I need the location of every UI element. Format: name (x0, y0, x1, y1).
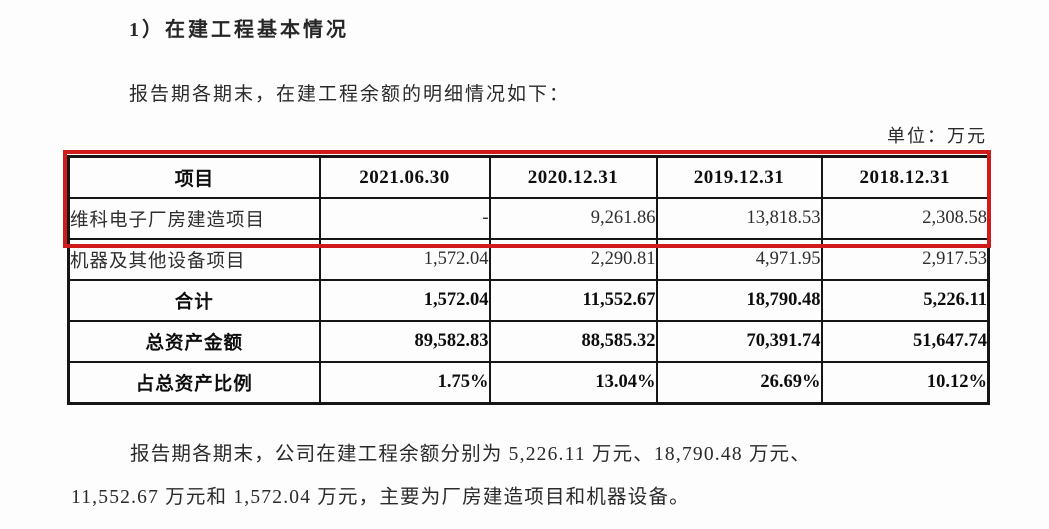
row-label: 维科电子厂房建造项目 (67, 197, 321, 240)
row-label: 合计 (67, 279, 321, 322)
cell-value-0-0: - (318, 197, 491, 240)
cell-value-0-1: 9,261.86 (488, 197, 658, 240)
cip-balance-table: 项目 2021.06.30 2020.12.31 2019.12.31 2018.12.… (67, 155, 990, 405)
section-heading: 1）在建工程基本情况 (129, 19, 349, 41)
cell-value-4-1: 13.04% (488, 361, 658, 405)
cell-value-1-0: 1,572.04 (318, 238, 491, 281)
cell-value-3-2: 70,391.74 (655, 320, 823, 363)
row-label: 总资产金额 (67, 320, 321, 363)
table-row-3: 总资产金额 89,582.83 88,585.32 70,391.74 51,647.7… (67, 320, 990, 363)
cell-value-1-2: 4,971.95 (655, 238, 823, 281)
cell-value-4-0: 1.75% (318, 361, 491, 405)
column-header-0: 项目 (67, 155, 321, 199)
cell-value-1-3: 2,917.53 (820, 238, 990, 281)
column-header-3: 2019.12.31 (655, 155, 823, 199)
intro-text: 报告期各期末，在建工程余额的明细情况如下： (129, 84, 571, 105)
cell-value-2-3: 5,226.11 (820, 279, 990, 322)
cell-value-3-1: 88,585.32 (488, 320, 658, 363)
footer-paragraph-line-2: 11,552.67 万元和 1,572.04 万元，主要为厂房建造项目和机器设备… (71, 487, 690, 508)
row-label: 机器及其他设备项目 (67, 238, 321, 281)
cell-value-1-1: 2,290.81 (488, 238, 658, 281)
column-header-4: 2018.12.31 (820, 155, 990, 199)
table-row-4: 占总资产比例 1.75% 13.04% 26.69% 10.12% (67, 361, 990, 405)
unit-label: 单位：万元 (887, 126, 987, 146)
cell-value-2-0: 1,572.04 (318, 279, 491, 322)
cell-value-3-3: 51,647.74 (820, 320, 990, 363)
cell-value-4-2: 26.69% (655, 361, 823, 405)
cell-value-3-0: 89,582.83 (318, 320, 491, 363)
table-row-1: 机器及其他设备项目 1,572.04 2,290.81 4,971.95 2,917.5… (67, 238, 990, 281)
column-header-1: 2021.06.30 (318, 155, 491, 199)
table-row-2: 合计 1,572.04 11,552.67 18,790.48 5,226.11 (67, 279, 990, 322)
footer-paragraph-line-1: 报告期各期末，公司在建工程余额分别为 5,226.11 万元、18,790.48… (130, 444, 811, 465)
cell-value-4-3: 10.12% (820, 361, 990, 405)
table-header-row: 项目 2021.06.30 2020.12.31 2019.12.31 2018.12.… (67, 155, 990, 199)
column-header-2: 2020.12.31 (488, 155, 658, 199)
cell-value-0-2: 13,818.53 (655, 197, 823, 240)
cell-value-0-3: 2,308.58 (820, 197, 990, 240)
table-row-0: 维科电子厂房建造项目 -9,261.86 13,818.53 2,308.58 (67, 197, 990, 240)
cell-value-2-2: 18,790.48 (655, 279, 823, 322)
row-label: 占总资产比例 (67, 361, 321, 405)
cell-value-2-1: 11,552.67 (488, 279, 658, 322)
